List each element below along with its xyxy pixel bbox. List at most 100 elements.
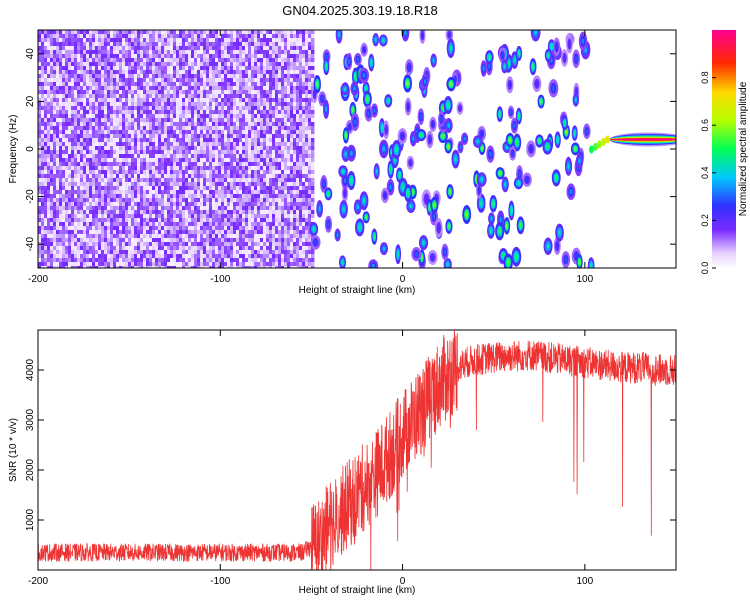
heatmap-cell xyxy=(278,46,282,51)
heatmap-cell xyxy=(278,162,282,167)
heatmap-cell xyxy=(263,266,267,268)
heatmap-cell xyxy=(122,138,126,143)
heatmap-cell xyxy=(245,262,249,267)
heatmap-cell xyxy=(170,214,174,219)
heatmap-cell xyxy=(83,226,87,231)
heatmap-cell xyxy=(53,170,57,175)
heatmap-cell xyxy=(191,246,195,251)
heatmap-cell xyxy=(86,190,90,195)
heatmap-cell xyxy=(53,210,57,215)
heatmap-cell xyxy=(167,138,171,143)
heatmap-cell xyxy=(239,42,243,47)
heatmap-cell xyxy=(203,266,207,268)
heatmap-cell xyxy=(125,190,129,195)
heatmap-cell xyxy=(116,62,120,67)
heatmap-cell xyxy=(128,118,132,123)
heatmap-cell xyxy=(104,178,108,183)
heatmap-cell xyxy=(158,98,162,103)
heatmap-cell xyxy=(143,30,147,35)
heatmap-cell xyxy=(119,122,123,127)
heatmap-cell xyxy=(212,210,216,215)
heatmap-cell xyxy=(266,266,270,268)
heatmap-cell xyxy=(155,178,159,183)
heatmap-cell xyxy=(200,70,204,75)
heatmap-cell xyxy=(131,138,135,143)
heatmap-cell xyxy=(107,222,111,227)
heatmap-cell xyxy=(53,214,57,219)
heatmap-cell xyxy=(188,262,192,267)
heatmap-cell xyxy=(257,182,261,187)
heatmap-cell xyxy=(125,82,129,87)
heatmap-cell xyxy=(245,86,249,91)
heatmap-cell xyxy=(182,226,186,231)
heatmap-cell xyxy=(200,246,204,251)
heatmap-cell xyxy=(224,118,228,123)
heatmap-cell xyxy=(212,250,216,255)
heatmap-cell xyxy=(89,50,93,55)
heatmap-cell xyxy=(140,246,144,251)
heatmap-cell xyxy=(158,50,162,55)
heatmap-cell xyxy=(71,198,75,203)
heatmap-cell xyxy=(182,158,186,163)
heatmap-cell xyxy=(125,94,129,99)
heatmap-cell xyxy=(77,94,81,99)
heatmap-cell xyxy=(230,258,234,263)
heatmap-cell xyxy=(200,94,204,99)
heatmap-cell xyxy=(260,102,264,107)
heatmap-cell xyxy=(137,238,141,243)
heatmap-cell xyxy=(266,94,270,99)
heatmap-cell xyxy=(191,238,195,243)
heatmap-cell xyxy=(152,38,156,43)
heatmap-cell xyxy=(140,202,144,207)
heatmap-cell xyxy=(242,50,246,55)
heatmap-cell xyxy=(269,266,273,268)
heatmap-cell xyxy=(41,162,45,167)
heatmap-cell xyxy=(101,222,105,227)
heatmap-cell xyxy=(188,178,192,183)
heatmap-cell xyxy=(176,66,180,71)
heatmap-cell xyxy=(212,238,216,243)
heatmap-cell xyxy=(38,90,42,95)
heatmap-cell xyxy=(107,102,111,107)
heatmap-cell xyxy=(71,154,75,159)
heatmap-cell xyxy=(116,214,120,219)
heatmap-cell xyxy=(41,198,45,203)
heatmap-cell xyxy=(116,262,120,267)
heatmap-cell xyxy=(257,86,261,91)
heatmap-cell xyxy=(122,150,126,155)
heatmap-cell xyxy=(263,122,267,127)
heatmap-cell xyxy=(173,46,177,51)
heatmap-cell xyxy=(74,86,78,91)
heatmap-cell xyxy=(248,186,252,191)
heatmap-cell xyxy=(101,90,105,95)
heatmap-cell xyxy=(221,42,225,47)
heatmap-cell xyxy=(191,174,195,179)
heatmap-cell xyxy=(197,70,201,75)
heatmap-cell xyxy=(146,94,150,99)
heatmap-cell xyxy=(125,146,129,151)
heatmap-cell xyxy=(185,262,189,267)
heatmap-cell xyxy=(188,102,192,107)
heatmap-cell xyxy=(83,206,87,211)
heatmap-cell xyxy=(47,254,51,259)
heatmap-cell xyxy=(233,98,237,103)
heatmap-cell xyxy=(164,174,168,179)
heatmap-cell xyxy=(110,218,114,223)
heatmap-cell xyxy=(68,198,72,203)
heatmap-cell xyxy=(173,70,177,75)
heatmap-cell xyxy=(110,266,114,268)
heatmap-cell xyxy=(179,202,183,207)
heatmap-cell xyxy=(92,46,96,51)
heatmap-cell xyxy=(194,158,198,163)
heatmap-cell xyxy=(254,110,258,115)
heatmap-cell xyxy=(185,90,189,95)
heatmap-cell xyxy=(278,246,282,251)
heatmap-cell xyxy=(203,62,207,67)
heatmap-cell xyxy=(236,210,240,215)
heatmap-cell xyxy=(89,86,93,91)
heatmap-cell xyxy=(149,38,153,43)
heatmap-cell xyxy=(197,90,201,95)
heatmap-cell xyxy=(185,238,189,243)
heatmap-cell xyxy=(104,114,108,119)
heatmap-cell xyxy=(167,74,171,79)
